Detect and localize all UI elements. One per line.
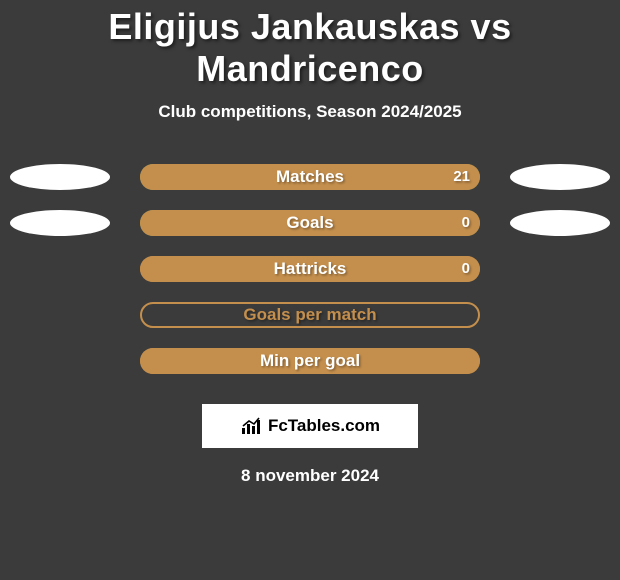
player-left-marker bbox=[10, 210, 110, 236]
player-right-marker bbox=[510, 164, 610, 190]
stat-rows: Matches21Goals0Hattricks0Goals per match… bbox=[0, 154, 620, 384]
stat-label: Matches bbox=[140, 167, 480, 187]
stat-bar: Matches21 bbox=[140, 164, 480, 190]
stat-bar: Goals0 bbox=[140, 210, 480, 236]
player-right-marker bbox=[510, 210, 610, 236]
stat-value: 0 bbox=[462, 210, 470, 236]
stat-value: 0 bbox=[462, 256, 470, 282]
page-subtitle: Club competitions, Season 2024/2025 bbox=[0, 102, 620, 122]
date-label: 8 november 2024 bbox=[0, 466, 620, 486]
brand-label: FcTables.com bbox=[268, 416, 380, 436]
chart-icon bbox=[240, 416, 264, 436]
stat-value: 21 bbox=[453, 164, 470, 190]
stat-bar: Goals per match bbox=[140, 302, 480, 328]
stat-bar: Hattricks0 bbox=[140, 256, 480, 282]
stat-label: Goals bbox=[140, 213, 480, 233]
stat-label: Hattricks bbox=[140, 259, 480, 279]
page-title: Eligijus Jankauskas vs Mandricenco bbox=[0, 6, 620, 90]
stat-row: Min per goal bbox=[0, 338, 620, 384]
comparison-infographic: Eligijus Jankauskas vs Mandricenco Club … bbox=[0, 6, 620, 486]
stat-row: Goals0 bbox=[0, 200, 620, 246]
stat-row: Matches21 bbox=[0, 154, 620, 200]
stat-label: Min per goal bbox=[140, 351, 480, 371]
player-left-marker bbox=[10, 164, 110, 190]
stat-label: Goals per match bbox=[142, 305, 478, 325]
stat-row: Goals per match bbox=[0, 292, 620, 338]
brand-box: FcTables.com bbox=[202, 404, 418, 448]
stat-row: Hattricks0 bbox=[0, 246, 620, 292]
stat-bar: Min per goal bbox=[140, 348, 480, 374]
